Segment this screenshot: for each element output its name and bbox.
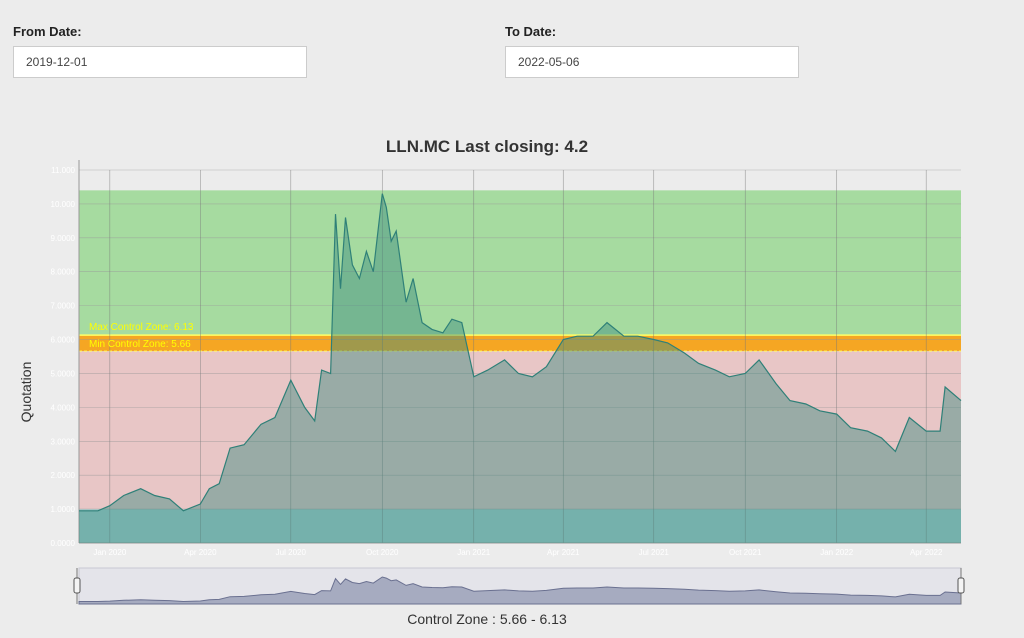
x-tick-label: Oct 2021 (729, 548, 762, 557)
series-line (79, 193, 962, 512)
series-layer (79, 193, 962, 543)
y-tick-label: 2.0000 (51, 471, 76, 480)
y-tick-label: 6.0000 (51, 336, 76, 345)
x-tick-label: Jul 2020 (276, 548, 307, 557)
zone-band-1 (79, 351, 961, 510)
series-area (79, 193, 961, 543)
chart-title: LLN.MC Last closing: 4.2 (386, 137, 588, 156)
x-tick-label: Jan 2021 (457, 548, 490, 557)
control-zone-footer: Control Zone : 5.66 - 6.13 (407, 611, 567, 627)
x-tick-label: Apr 2021 (547, 548, 580, 557)
to-date-label: To Date: (505, 24, 557, 39)
y-tick-label: 1.0000 (51, 505, 76, 514)
to-date-input[interactable]: 2022-05-06 (505, 46, 799, 78)
x-axis: Jan 2020 Apr 2020 Jul 2020 Oct 2020 Jan 2021… (93, 548, 943, 557)
zone-bands (79, 170, 961, 543)
y-tick-label: 7.0000 (51, 302, 76, 311)
y-tick-label: 0.0000 (51, 539, 76, 548)
navigator-left-handle[interactable] (73, 568, 81, 604)
zone-band-2 (79, 335, 961, 352)
y-tick-label: 3.0000 (51, 437, 76, 446)
y-tick-label: 4.0000 (51, 403, 76, 412)
navigator-series (78, 576, 962, 605)
y-axis: 0.0000 1.0000 2.0000 3.0000 4.0000 5.0000 6.00… (51, 166, 76, 548)
zone-labels: Max Control Zone: 6.13 Min Control Zone:… (89, 322, 194, 350)
x-tick-label: Jul 2021 (639, 548, 670, 557)
x-tick-label: Apr 2022 (910, 548, 943, 557)
x-tick-label: Jan 2020 (93, 548, 126, 557)
y-tick-label: 10.000 (51, 200, 76, 209)
y-tick-label: 9.0000 (51, 234, 76, 243)
zone-band-3 (79, 190, 961, 336)
y-tick-label: 11.000 (51, 166, 75, 175)
from-date-label: From Date: (13, 24, 82, 39)
y-axis-title: Quotation (18, 362, 34, 423)
x-tick-label: Apr 2020 (184, 548, 217, 557)
min-control-zone-label: Min Control Zone: 5.66 (89, 339, 191, 350)
x-tick-label: Oct 2020 (366, 548, 399, 557)
navigator-right-handle[interactable] (957, 568, 965, 604)
y-tick-label: 8.0000 (51, 268, 76, 277)
x-tick-label: Jan 2022 (820, 548, 853, 557)
zone-band-0 (79, 509, 961, 543)
from-date-input[interactable]: 2019-12-01 (13, 46, 307, 78)
y-tick-label: 5.0000 (51, 369, 76, 378)
range-navigator[interactable] (73, 567, 965, 605)
max-control-zone-label: Max Control Zone: 6.13 (89, 322, 194, 333)
